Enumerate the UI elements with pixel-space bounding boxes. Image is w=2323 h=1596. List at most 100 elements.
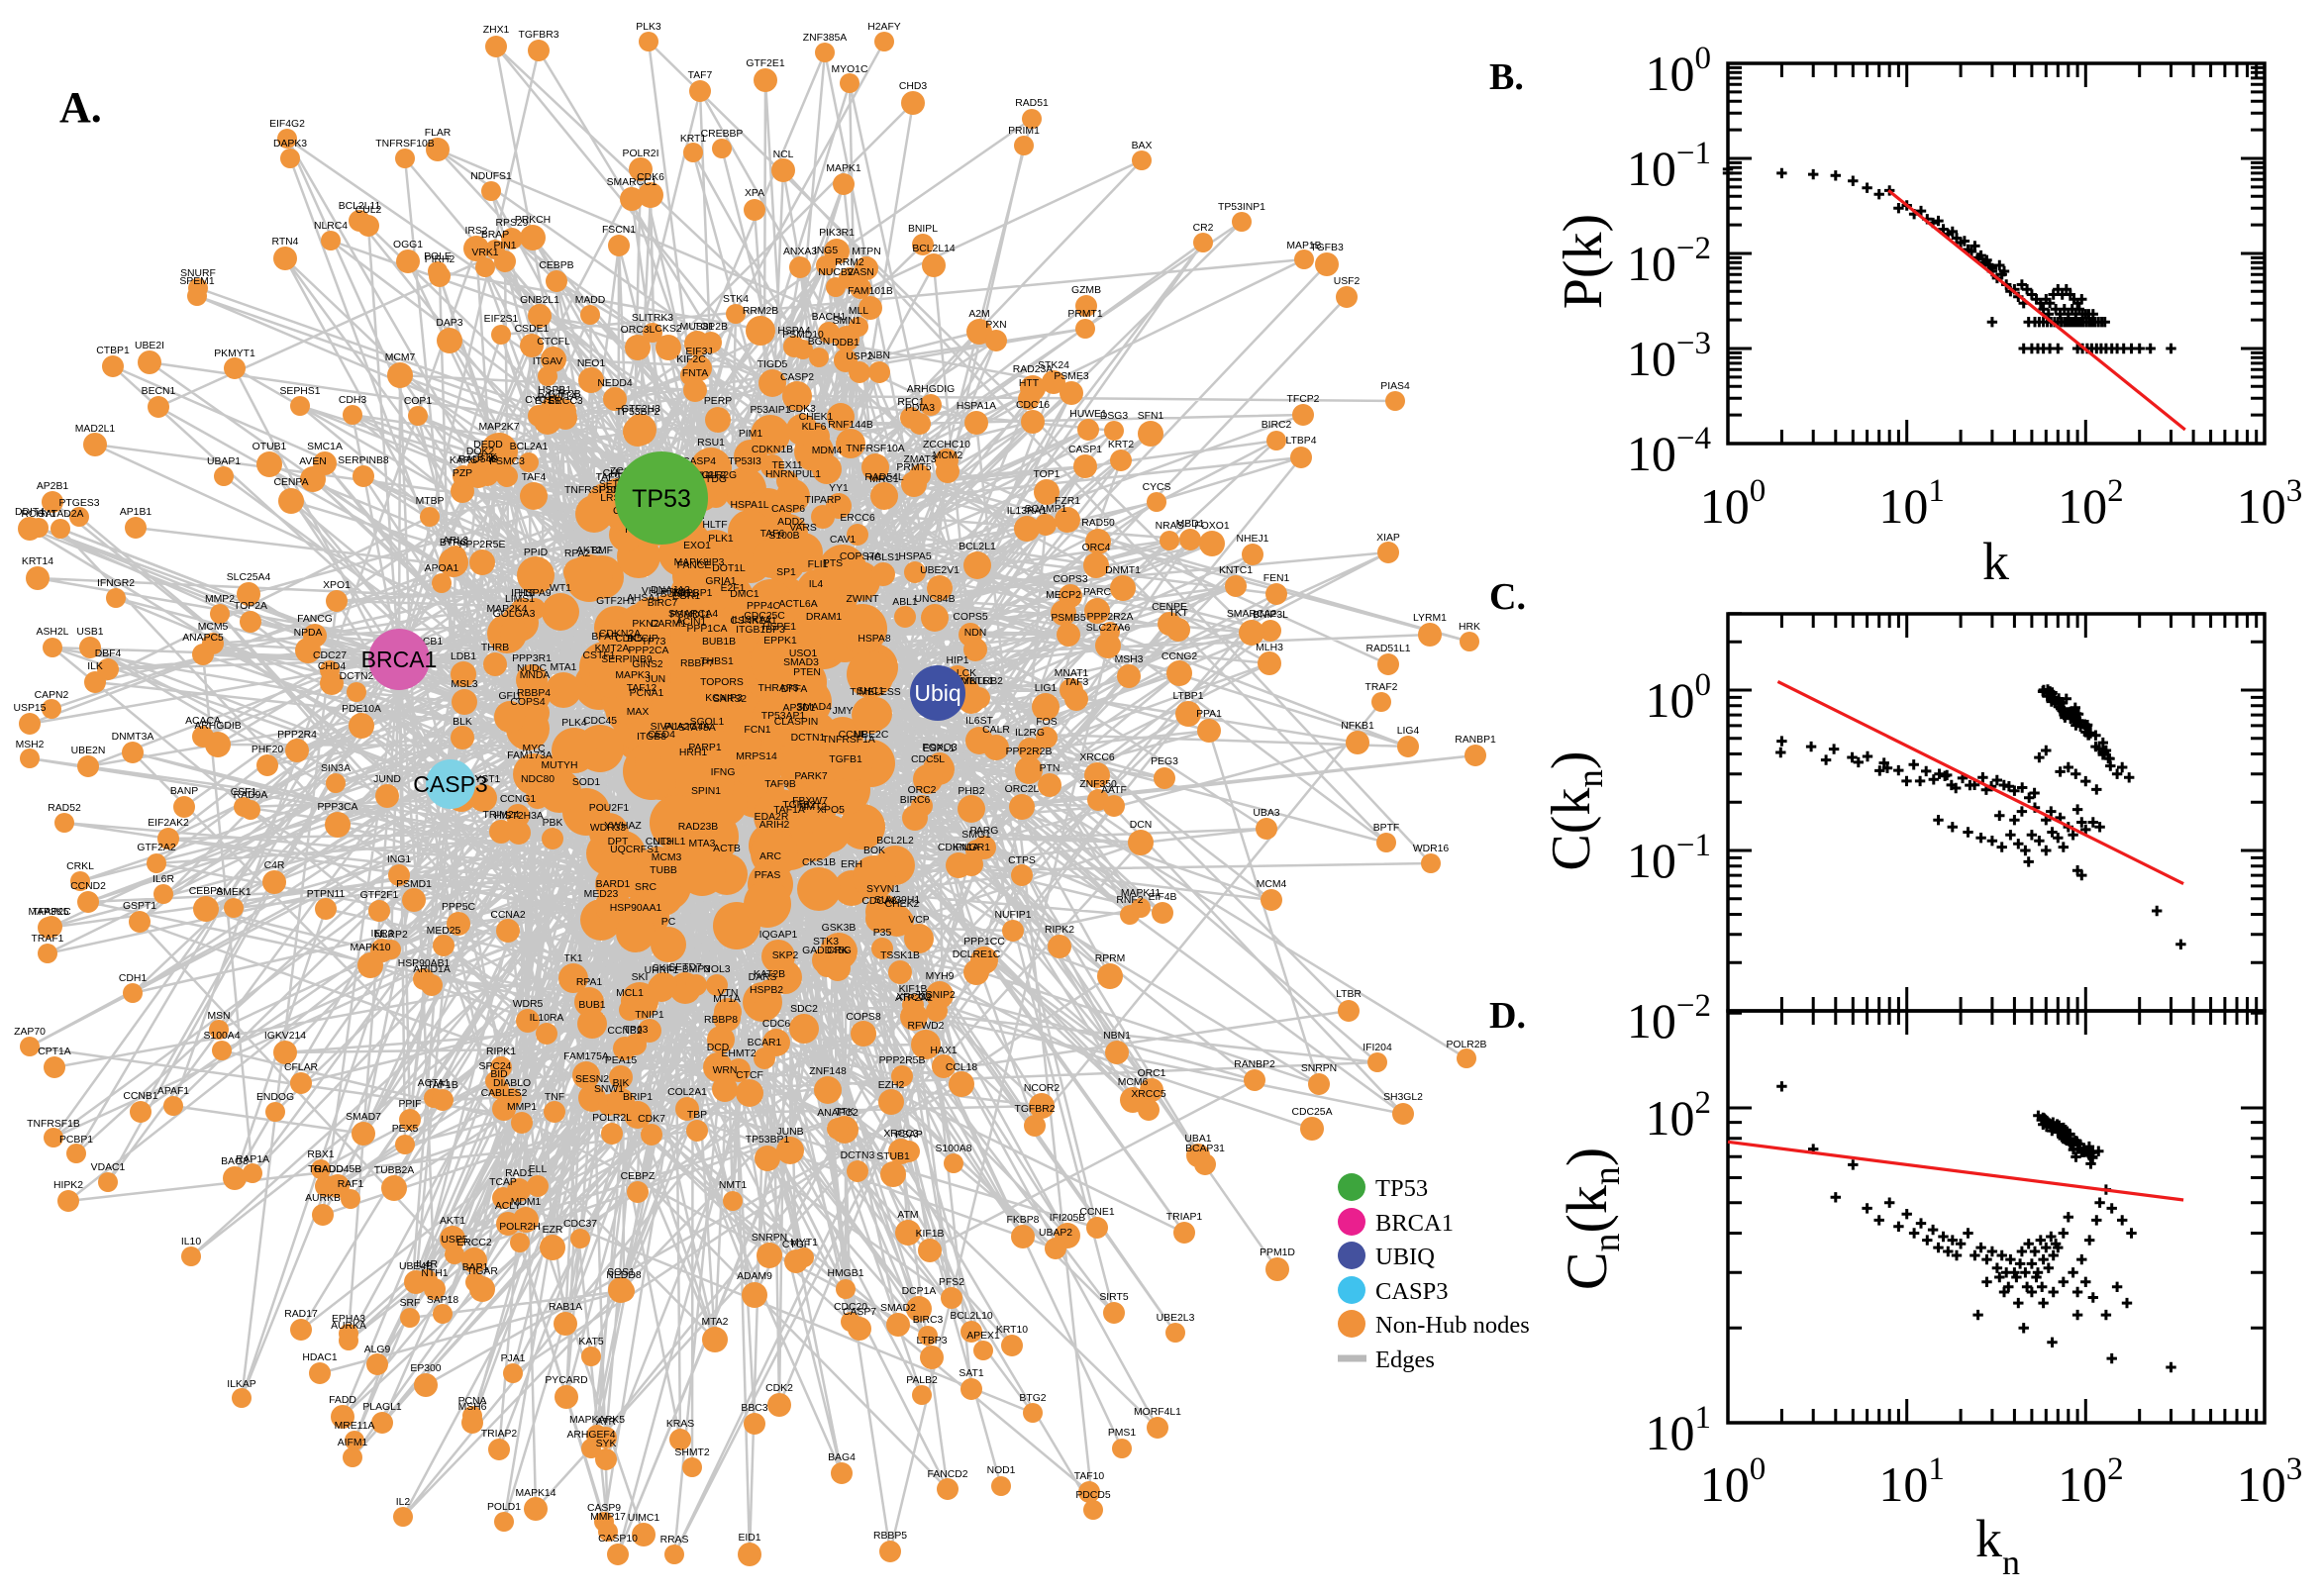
svg-text:MNDA: MNDA [520,670,551,681]
svg-text:TFCP2: TFCP2 [1287,394,1320,405]
svg-text:MSH2: MSH2 [16,740,45,750]
svg-text:UBE4B: UBE4B [399,1261,433,1272]
svg-text:CKS1B: CKS1B [802,857,836,868]
svg-text:ERCC3: ERCC3 [548,396,582,407]
svg-text:TEX11: TEX11 [772,460,803,471]
svg-text:MAPKAPK5: MAPKAPK5 [569,1415,625,1426]
svg-text:JMY: JMY [833,706,854,717]
svg-text:ILK: ILK [87,661,103,672]
svg-text:CPT1A: CPT1A [38,1047,71,1057]
svg-text:ARHGDIB: ARHGDIB [194,721,241,732]
svg-text:Cn(kn): Cn(kn) [1555,1147,1628,1290]
svg-text:FANCG: FANCG [297,614,333,625]
svg-text:UBE2L3: UBE2L3 [1157,1313,1195,1324]
svg-text:POLR2B: POLR2B [1446,1040,1486,1050]
svg-text:TAF6: TAF6 [760,529,785,540]
svg-text:C.: C. [1489,576,1526,618]
svg-text:BANP: BANP [170,786,198,797]
svg-text:ACLY: ACLY [495,1201,521,1212]
svg-text:ELL: ELL [529,1164,548,1175]
svg-text:MSH6: MSH6 [458,1402,487,1413]
svg-text:ANAPC2: ANAPC2 [817,1108,858,1119]
svg-text:GTF2A2: GTF2A2 [137,843,175,853]
svg-text:PTEN: PTEN [793,667,821,678]
svg-text:UBIQ: UBIQ [1375,1244,1435,1270]
svg-text:RANBP2: RANBP2 [1234,1059,1275,1070]
svg-text:MAPK11: MAPK11 [1121,888,1161,899]
svg-text:MTA1: MTA1 [551,662,577,673]
svg-text:BPTF: BPTF [1373,823,1400,834]
svg-text:BCAR1: BCAR1 [748,1038,782,1048]
svg-text:COPS8: COPS8 [846,1012,880,1023]
svg-text:NLRP2: NLRP2 [374,930,408,941]
svg-text:TK1: TK1 [563,953,582,964]
svg-text:BECN1: BECN1 [142,386,176,397]
svg-text:THBS1: THBS1 [700,656,734,667]
svg-text:BIRC7: BIRC7 [648,598,678,609]
svg-text:SERPINB8: SERPINB8 [338,455,389,466]
svg-text:XRCC3: XRCC3 [883,1129,918,1140]
svg-text:COPS3: COPS3 [1053,574,1087,585]
svg-text:BACH1: BACH1 [812,312,847,323]
svg-text:CYC1: CYC1 [525,395,553,406]
svg-text:PPP5C: PPP5C [442,902,476,913]
svg-text:CDK6: CDK6 [637,172,664,183]
svg-text:CARM1: CARM1 [651,619,687,630]
svg-text:PSMB5: PSMB5 [1051,613,1085,624]
svg-text:IER3: IER3 [370,929,393,940]
svg-text:ARHGDIG: ARHGDIG [907,384,956,395]
svg-text:SMAD4: SMAD4 [796,702,832,713]
svg-text:DCTN2: DCTN2 [340,671,374,682]
svg-text:KCNIP2: KCNIP2 [918,990,956,1001]
svg-text:PPA1: PPA1 [1196,709,1222,720]
svg-text:MLL: MLL [849,306,868,317]
svg-text:HSPA9: HSPA9 [518,588,552,599]
svg-text:SRF: SRF [400,1298,421,1309]
svg-text:RSU1: RSU1 [697,438,725,449]
svg-text:DCLRE1C: DCLRE1C [953,949,1001,960]
svg-text:XRCC5: XRCC5 [1131,1089,1165,1100]
svg-text:GTF2H3: GTF2H3 [621,404,660,415]
svg-text:CASP3: CASP3 [1375,1278,1449,1305]
svg-text:CCNE1: CCNE1 [1079,1207,1114,1218]
svg-text:HSPA1A: HSPA1A [957,401,996,412]
svg-text:PPP2R2B: PPP2R2B [1006,747,1053,757]
svg-text:PFAS: PFAS [755,870,781,881]
svg-text:SNRPN: SNRPN [1301,1063,1337,1074]
svg-text:HAX1: HAX1 [930,1046,957,1056]
svg-text:PHB2: PHB2 [958,786,984,797]
svg-text:HRH1: HRH1 [679,748,708,758]
svg-text:HSPB1: HSPB1 [538,385,571,396]
svg-text:SPC24: SPC24 [479,1061,512,1072]
svg-text:SKIL: SKIL [653,963,675,974]
svg-text:NMT1: NMT1 [719,1180,748,1191]
svg-text:CDC25C: CDC25C [744,611,785,622]
svg-text:RAD54L: RAD54L [864,472,903,483]
svg-text:BRIP1: BRIP1 [623,1092,653,1103]
svg-text:MMP17: MMP17 [590,1512,626,1523]
svg-text:MTA3: MTA3 [689,839,716,849]
svg-text:DPT: DPT [608,837,629,848]
svg-text:IL2RG: IL2RG [1015,728,1045,739]
svg-text:MAPK8IP3: MAPK8IP3 [674,557,725,568]
svg-text:PARG: PARG [970,826,999,837]
svg-text:UBE2C: UBE2C [855,730,889,741]
svg-text:MCM3: MCM3 [652,852,682,863]
svg-text:PHF20: PHF20 [252,745,284,755]
svg-text:MSH3: MSH3 [1115,654,1144,665]
svg-text:CDC16: CDC16 [1016,400,1050,411]
svg-text:PTN: PTN [1040,763,1060,774]
svg-text:ARL3: ARL3 [443,536,468,547]
svg-text:MYT1: MYT1 [790,1238,818,1248]
svg-text:THRB: THRB [481,643,509,653]
svg-text:CCNB2: CCNB2 [607,1026,642,1037]
svg-text:HSP90AB1: HSP90AB1 [398,958,451,969]
svg-text:UBA1: UBA1 [1184,1134,1211,1145]
svg-text:PPID: PPID [524,548,548,558]
svg-text:SOD1: SOD1 [572,777,601,788]
svg-text:AP1B1: AP1B1 [120,507,152,518]
svg-text:AKT1: AKT1 [440,1216,465,1227]
svg-text:LIG4: LIG4 [1397,726,1420,737]
svg-text:MCM6: MCM6 [1118,1077,1149,1088]
svg-text:MCL1: MCL1 [616,988,644,999]
